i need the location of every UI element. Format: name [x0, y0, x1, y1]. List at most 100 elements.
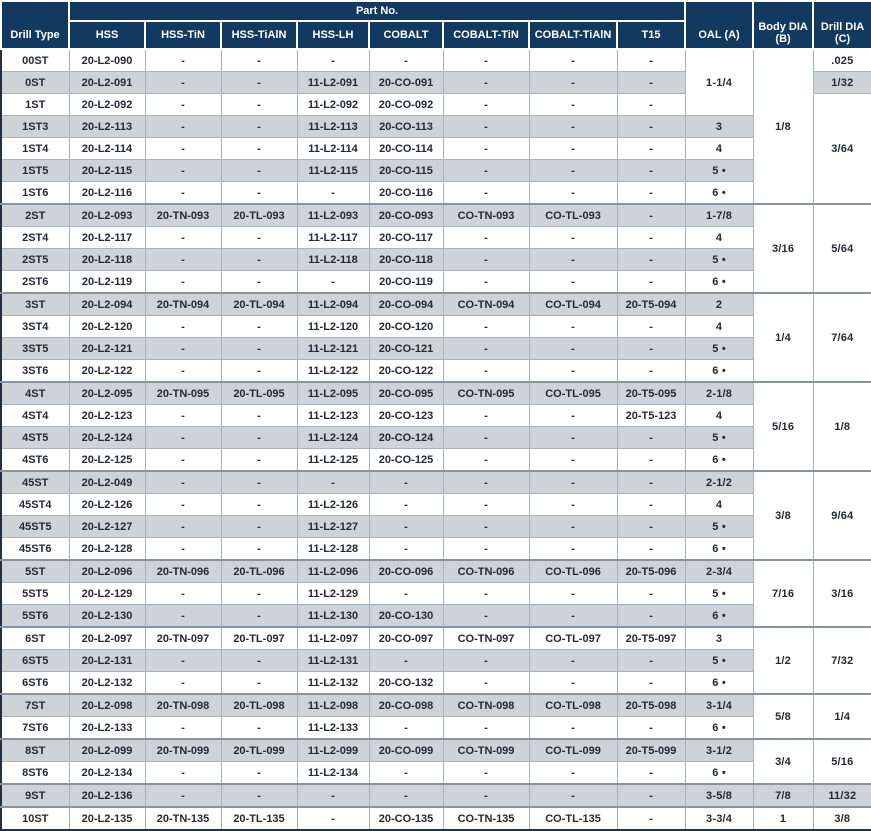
oal-cell: 3 [684, 115, 754, 138]
part-number-cell: - [296, 48, 370, 72]
drill-dia-cell: 11/32 [812, 783, 871, 808]
part-number-cell: 20-TL-096 [220, 559, 298, 583]
part-number-cell: - [442, 71, 530, 94]
header-drill-type: Drill Type [0, 0, 70, 50]
oal-cell: 6 • [684, 359, 754, 383]
part-number-cell: - [442, 582, 530, 605]
part-number-cell: - [144, 137, 222, 160]
oal-cell: 4 [684, 493, 754, 516]
part-number-cell: - [144, 783, 222, 808]
header-col-hss-lh: HSS-LH [296, 20, 370, 50]
part-number-cell: 20-L2-090 [68, 48, 146, 72]
part-number-cell: - [442, 359, 530, 383]
part-number-cell: - [442, 226, 530, 249]
part-number-cell: - [144, 716, 222, 740]
header-body-dia: Body DIA (B) [752, 0, 815, 50]
header-body-dia-line2: (B) [775, 33, 791, 45]
part-number-cell: - [144, 426, 222, 449]
part-number-cell: 20-L2-119 [68, 270, 146, 294]
part-number-cell: 20-L2-128 [68, 537, 146, 561]
table-row: 2ST4 20-L2-117- -11-L2-117 20-CO-117- - -4 [0, 226, 871, 249]
drill-type-cell: 2ST [0, 203, 70, 227]
part-number-cell: - [144, 248, 222, 271]
part-number-cell: - [528, 761, 618, 785]
part-number-cell: - [616, 203, 686, 227]
header-col-hss: HSS [68, 20, 146, 50]
part-number-cell: - [144, 761, 222, 785]
part-number-cell: 20-CO-115 [368, 159, 444, 182]
oal-cell: 4 [684, 315, 754, 338]
table-row: 2ST5 20-L2-118- -11-L2-118 20-CO-118- - -5 • [0, 248, 871, 271]
part-number-cell: CO-TL-093 [528, 203, 618, 227]
part-number-cell: 20-T5-123 [616, 404, 686, 427]
part-number-cell: 20-L2-094 [68, 292, 146, 316]
part-number-cell: 20-CO-098 [368, 693, 444, 717]
part-number-cell: - [144, 93, 222, 116]
part-number-cell: - [144, 226, 222, 249]
part-number-cell: 20-TN-098 [144, 693, 222, 717]
drill-type-cell: 9ST [0, 783, 70, 808]
part-number-cell: 20-TN-095 [144, 381, 222, 405]
part-number-cell: 20-L2-116 [68, 181, 146, 205]
part-number-cell: - [220, 448, 298, 472]
header-col-cobalt-tin: COBALT-TiN [442, 20, 530, 50]
oal-cell: 6 • [684, 537, 754, 561]
part-number-cell: - [616, 181, 686, 205]
part-number-cell: - [616, 137, 686, 160]
part-number-cell: 11-L2-123 [296, 404, 370, 427]
table-row: 4ST4 20-L2-123- -11-L2-123 20-CO-123- -20-T5… [0, 404, 871, 427]
header-col-hss-tialn: HSS-TiAlN [220, 20, 298, 50]
drill-type-cell: 8ST [0, 738, 70, 762]
part-number-cell: - [220, 159, 298, 182]
part-number-cell: - [528, 582, 618, 605]
drill-type-cell: 3ST4 [0, 315, 70, 338]
part-number-cell: 11-L2-129 [296, 582, 370, 605]
oal-cell: 6 • [684, 716, 754, 740]
drill-dia-cell: 3/64 [812, 93, 871, 205]
part-number-cell: - [616, 315, 686, 338]
part-number-cell: - [528, 493, 618, 516]
part-number-cell: - [368, 537, 444, 561]
part-number-cell: - [616, 337, 686, 360]
part-number-cell: 11-L2-132 [296, 671, 370, 695]
part-number-cell: 20-L2-132 [68, 671, 146, 695]
part-number-cell: - [368, 761, 444, 785]
drill-type-cell: 7ST [0, 693, 70, 717]
drill-type-cell: 00ST [0, 48, 70, 72]
part-number-cell: - [616, 470, 686, 494]
part-number-cell: 20-L2-124 [68, 426, 146, 449]
table-row: 3ST6 20-L2-122- -11-L2-122 20-CO-122- - -6 • [0, 359, 871, 383]
part-number-cell: 20-L2-133 [68, 716, 146, 740]
part-number-cell: - [616, 493, 686, 516]
table-row: 5ST5 20-L2-129- -11-L2-129- - - -5 • [0, 582, 871, 605]
oal-cell: 1-7/8 [684, 203, 754, 227]
oal-cell: 6 • [684, 604, 754, 628]
part-number-cell: - [296, 181, 370, 205]
drill-type-cell: 1ST4 [0, 137, 70, 160]
drill-dia-cell: 3/8 [812, 806, 871, 831]
table-row: 2ST 20-L2-093 20-TN-093 20-TL-093 11-L2-093 2… [0, 203, 871, 294]
drill-type-cell: 1ST6 [0, 181, 70, 205]
part-number-cell: - [220, 359, 298, 383]
part-number-cell: 20-CO-093 [368, 203, 444, 227]
table-row: 5ST 20-L2-096 20-TN-096 20-TL-096 11-L2-096 2… [0, 559, 871, 628]
drill-type-cell: 45ST4 [0, 493, 70, 516]
part-number-cell: 20-TL-097 [220, 626, 298, 650]
part-number-cell: 11-L2-095 [296, 381, 370, 405]
part-number-cell: - [144, 48, 222, 72]
part-number-cell: CO-TL-097 [528, 626, 618, 650]
part-number-cell: - [442, 783, 530, 808]
part-number-cell: - [442, 448, 530, 472]
drill-type-cell: 3ST [0, 292, 70, 316]
body-dia-cell: 3/8 [752, 470, 814, 561]
part-number-cell: - [442, 426, 530, 449]
drill-type-cell: 3ST6 [0, 359, 70, 383]
oal-cell: 6 • [684, 761, 754, 785]
table-row: 7ST6 20-L2-133- -11-L2-133- - - -6 • [0, 716, 871, 740]
part-number-cell: 20-CO-125 [368, 448, 444, 472]
part-number-cell: 20-TN-096 [144, 559, 222, 583]
part-number-cell: 20-T5-095 [616, 381, 686, 405]
header-col-cobalt-tialn: COBALT-TiAlN [528, 20, 618, 50]
part-number-cell: 20-CO-097 [368, 626, 444, 650]
